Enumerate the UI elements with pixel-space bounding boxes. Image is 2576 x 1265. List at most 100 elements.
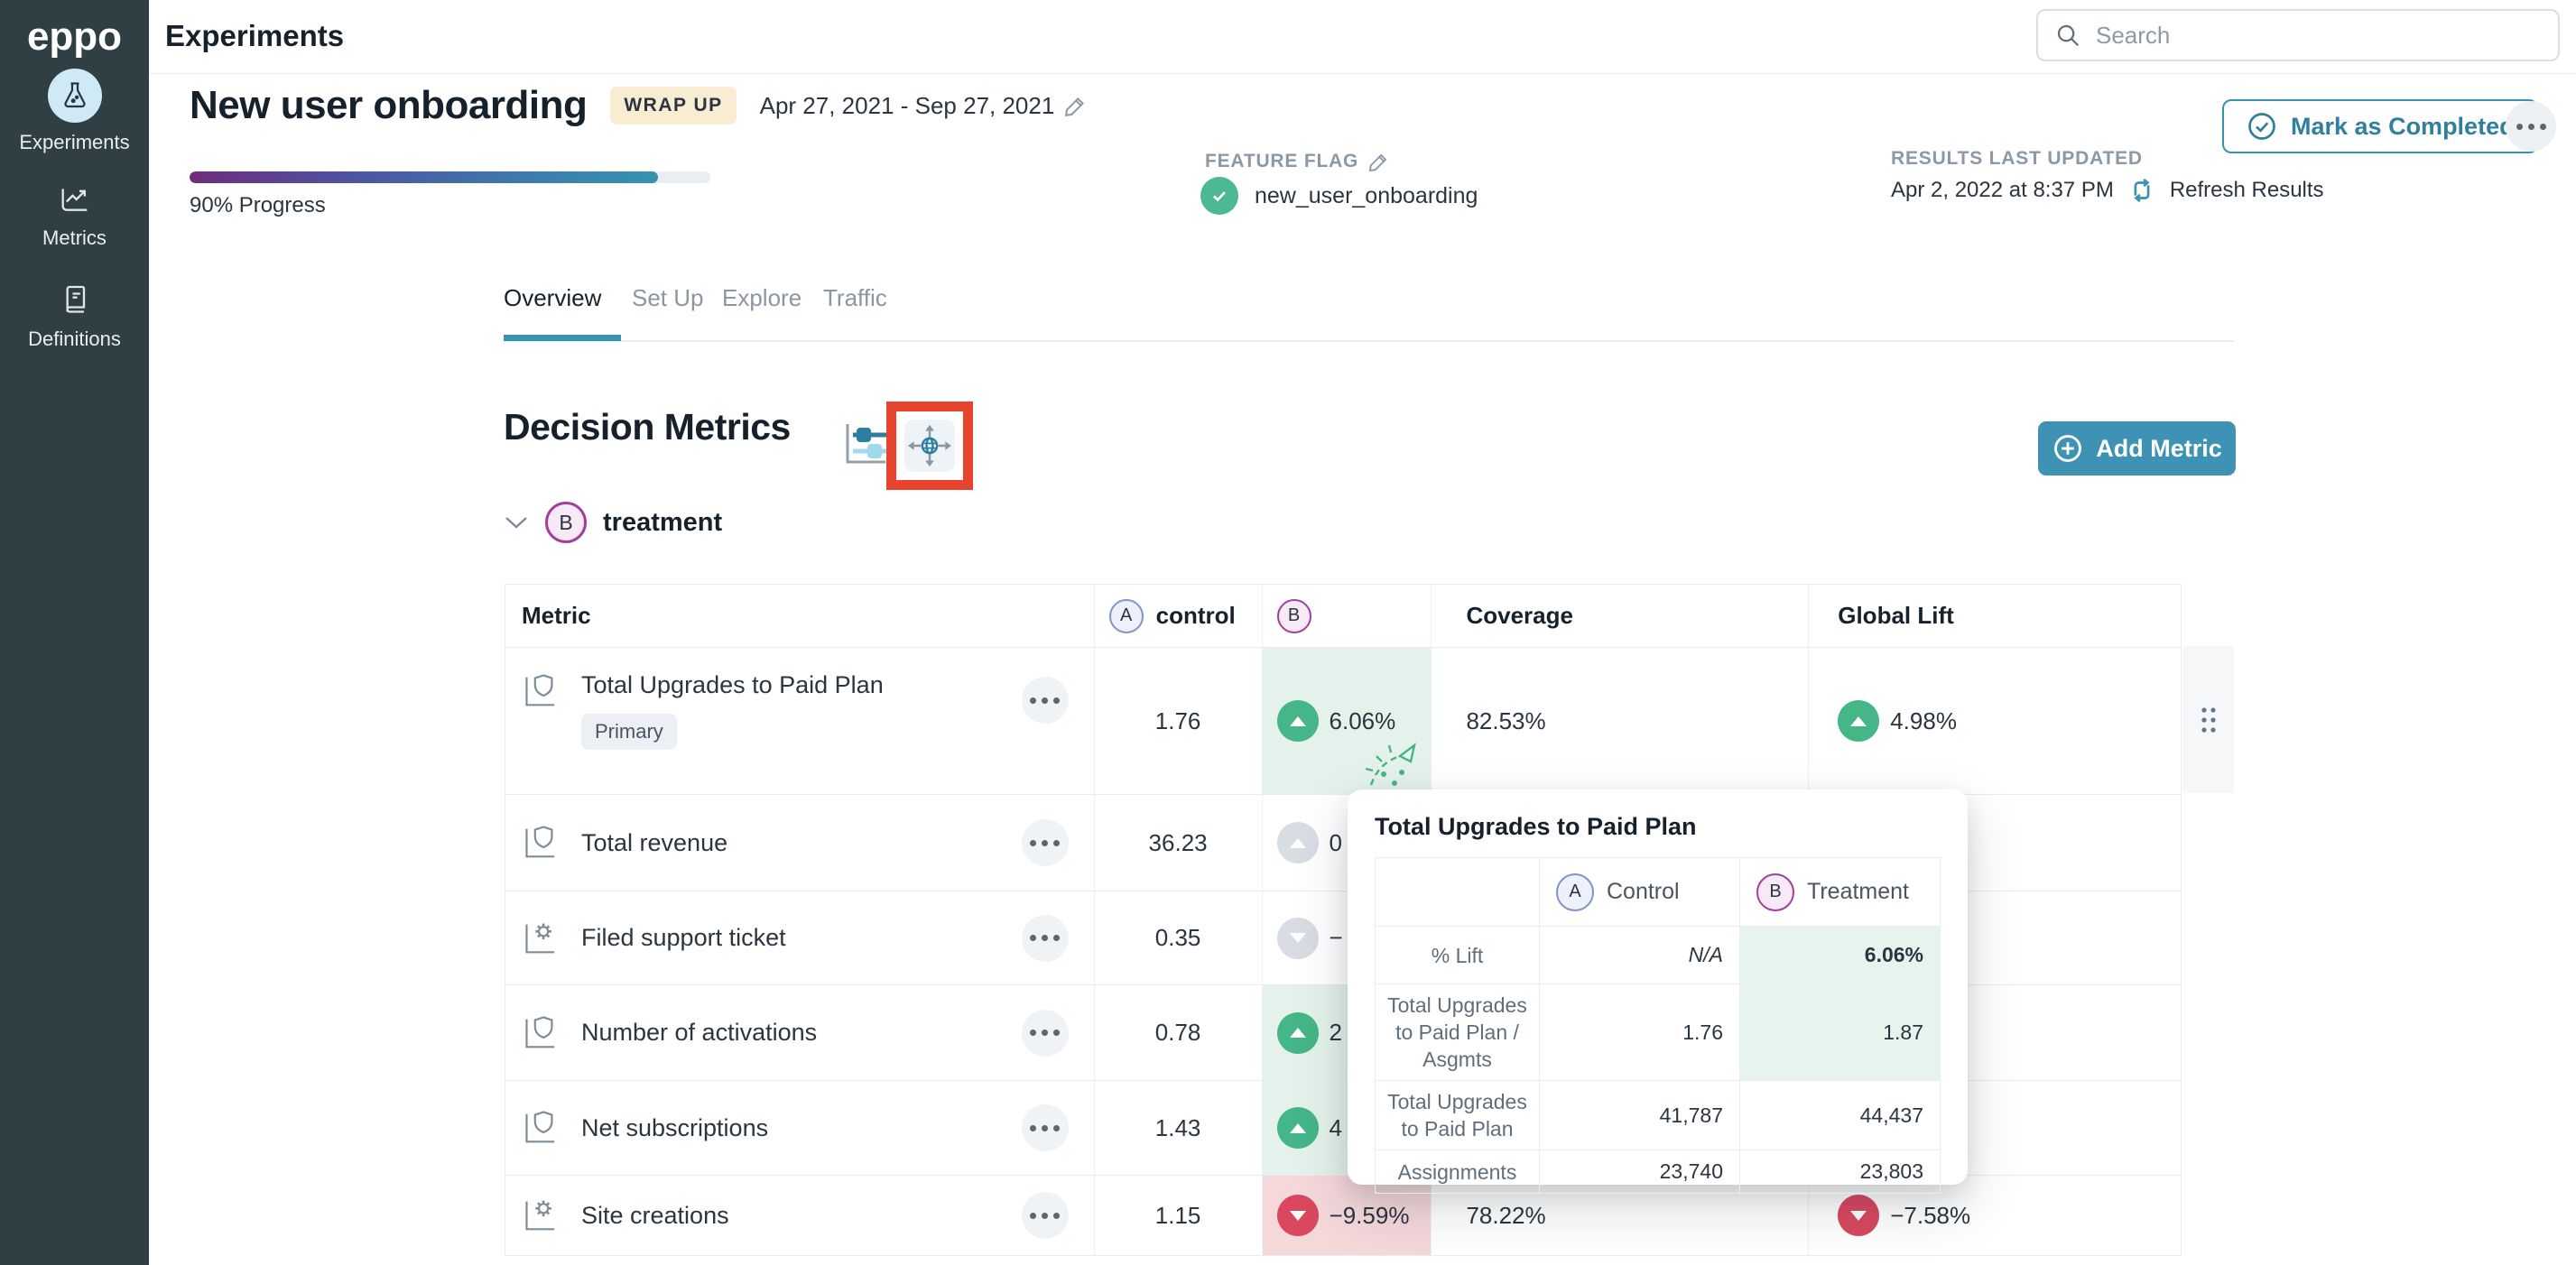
sidebar-item-metrics[interactable]: Metrics	[0, 180, 149, 250]
search-box[interactable]	[2036, 9, 2560, 61]
global-lift-button[interactable]	[904, 420, 955, 472]
arrow-up-icon	[1276, 1107, 1319, 1149]
mark-completed-label: Mark as Completed	[2291, 112, 2515, 140]
tab-set-up[interactable]: Set Up	[632, 284, 704, 311]
metric-settings-button[interactable]	[840, 417, 891, 471]
metric-detail-popover: Total Upgrades to Paid Plan A Control B Tr…	[1348, 789, 1968, 1194]
global-lift-cell: −7.58%	[1809, 1176, 2181, 1255]
table-header-row: Metric A control B Coverage Global Lift	[505, 585, 2181, 648]
metric-name[interactable]: Total revenue	[581, 828, 728, 856]
row-drag-handle[interactable]	[2182, 646, 2234, 793]
popover-control-value: 41,787	[1539, 1080, 1740, 1150]
primary-tag: Primary	[581, 714, 677, 750]
popover-treatment-value: 44,437	[1739, 1080, 1941, 1150]
metric-cell: Net subscriptions	[505, 1081, 1095, 1175]
tab-overview[interactable]: Overview	[504, 284, 602, 311]
row-more-button[interactable]	[1021, 1104, 1069, 1151]
sidebar-item-definitions[interactable]: Definitions	[0, 282, 149, 351]
lift-cell[interactable]: 0	[1263, 795, 1432, 891]
metric-cell: Site creations	[505, 1176, 1095, 1255]
chevron-down-icon[interactable]	[504, 514, 529, 531]
ellipsis-icon	[1042, 839, 1049, 846]
coverage-cell: 82.53%	[1432, 648, 1810, 794]
plus-circle-icon	[2052, 432, 2084, 465]
sidebar: eppo Experiments Metrics	[0, 0, 149, 1265]
row-more-button[interactable]	[1021, 1009, 1069, 1057]
metric-name[interactable]: Filed support ticket	[581, 924, 786, 951]
feature-flag-label: FEATURE FLAG	[1205, 151, 1359, 171]
coverage-cell: 78.22%	[1432, 1176, 1810, 1255]
progress-label: 90% Progress	[190, 193, 326, 217]
date-range: Apr 27, 2021 - Sep 27, 2021	[760, 92, 1089, 120]
shield-chart-icon	[522, 671, 563, 711]
row-more-button[interactable]	[1021, 914, 1069, 962]
tab-explore[interactable]: Explore	[722, 284, 802, 311]
ellipsis-icon	[1042, 1124, 1049, 1131]
lift-cell[interactable]: 6.06%	[1262, 648, 1432, 794]
control-value-cell: 0.35	[1095, 891, 1263, 984]
row-more-button[interactable]	[1021, 819, 1069, 866]
popover-row-label: Assignments	[1375, 1150, 1540, 1194]
sidebar-item-label: Metrics	[42, 226, 107, 249]
refresh-icon[interactable]	[2127, 175, 2157, 206]
mark-completed-button[interactable]: Mark as Completed	[2222, 99, 2538, 153]
popover-row: Assignments 23,740 23,803	[1375, 1150, 1941, 1194]
ellipsis-icon	[1042, 697, 1049, 704]
popover-row: % Lift N/A 6.06%	[1375, 926, 1941, 984]
metric-cell: Total revenue	[505, 795, 1095, 891]
variant-name: treatment	[603, 507, 723, 537]
metric-name[interactable]: Site creations	[581, 1201, 729, 1229]
control-value-cell: 36.23	[1095, 795, 1263, 891]
tab-traffic[interactable]: Traffic	[823, 284, 887, 311]
popover-title: Total Upgrades to Paid Plan	[1375, 813, 1697, 840]
progress-fill	[190, 171, 659, 183]
progress-bar	[190, 171, 710, 183]
col-header-metric: Metric	[505, 585, 1095, 647]
popover-control-value: 23,740	[1539, 1150, 1740, 1194]
search-icon	[2054, 22, 2081, 49]
metric-cell: Total Upgrades to Paid Plan Primary	[505, 648, 1095, 794]
metric-name[interactable]: Number of activations	[581, 1019, 818, 1046]
results-updated-label: RESULTS LAST UPDATED	[1891, 148, 2143, 169]
feature-flag-name: new_user_onboarding	[1255, 182, 1478, 208]
gear-chart-icon	[522, 1196, 563, 1235]
col-header-control: A control	[1095, 585, 1263, 647]
sliders-icon	[840, 417, 891, 471]
pencil-icon[interactable]	[1063, 93, 1089, 118]
popover-header-row: A Control B Treatment	[1376, 857, 1941, 927]
pencil-icon[interactable]	[1367, 150, 1391, 173]
popover-treatment-value: 6.06%	[1739, 926, 1941, 984]
sidebar-item-experiments[interactable]: Experiments	[0, 69, 149, 154]
lift-cell[interactable]: −	[1263, 891, 1432, 984]
row-more-button[interactable]	[1021, 677, 1069, 724]
more-options-button[interactable]	[2506, 101, 2556, 152]
shield-chart-icon	[522, 1108, 563, 1148]
results-updated-value: Apr 2, 2022 at 8:37 PM	[1891, 178, 2114, 202]
popover-row: Total Upgrades to Paid Plan / Asgmts 1.7…	[1375, 983, 1941, 1081]
sidebar-item-label: Definitions	[28, 328, 121, 350]
treatment-column-label: Treatment	[1807, 879, 1910, 904]
book-icon	[56, 282, 94, 319]
popover-treatment-value: 23,803	[1739, 1150, 1941, 1194]
sidebar-item-label: Experiments	[19, 131, 130, 153]
variant-b-badge: B	[1276, 598, 1311, 633]
control-value-cell: 0.78	[1095, 985, 1263, 1080]
add-metric-button[interactable]: Add Metric	[2038, 421, 2236, 476]
popover-treatment-value: 1.87	[1739, 983, 1941, 1081]
row-more-button[interactable]	[1021, 1192, 1069, 1239]
date-range-text: Apr 27, 2021 - Sep 27, 2021	[759, 91, 1055, 119]
search-input[interactable]	[2094, 20, 2542, 51]
drag-handle-icon	[2201, 706, 2216, 733]
arrow-up-icon	[1276, 1011, 1319, 1054]
table-row: Site creations 1.15 −9.59% 78.22% −7.58%	[505, 1176, 2181, 1255]
variant-group-header: B treatment	[504, 502, 722, 543]
metric-name[interactable]: Total Upgrades to Paid Plan	[581, 671, 884, 698]
refresh-results-link[interactable]: Refresh Results	[2169, 178, 2324, 202]
metric-name[interactable]: Net subscriptions	[581, 1113, 769, 1141]
tabs-divider	[504, 340, 2234, 342]
variant-badge: B	[545, 502, 587, 543]
status-badge: WRAP UP	[610, 87, 737, 125]
variant-a-badge: A	[1108, 598, 1144, 633]
page-title: Experiments	[165, 19, 345, 52]
